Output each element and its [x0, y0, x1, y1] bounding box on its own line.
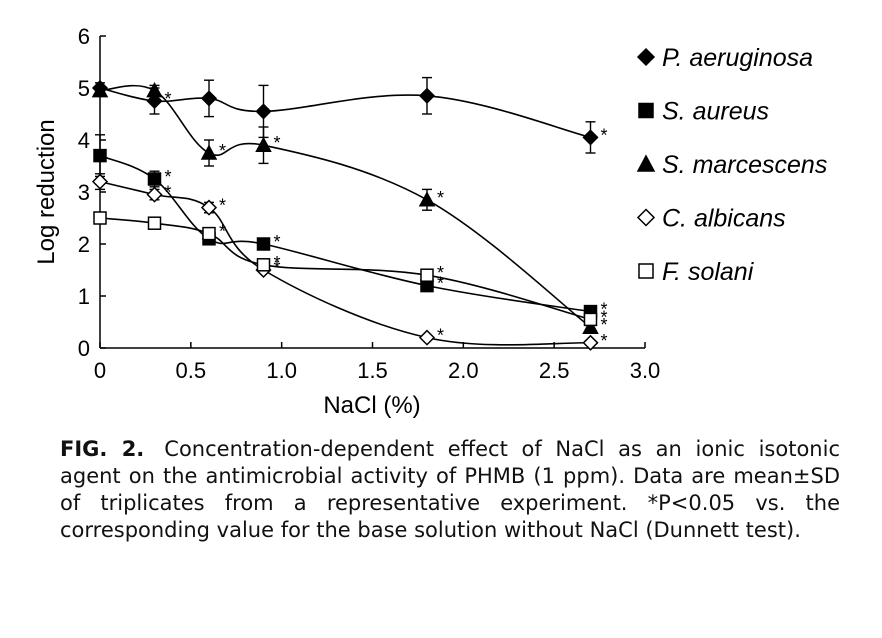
- series-line: [99, 180, 591, 346]
- data-point: [93, 211, 107, 225]
- data-point: [582, 334, 599, 351]
- data-point: [93, 148, 107, 163]
- legend-marker: [636, 154, 656, 172]
- y-tick-label: 4: [78, 128, 90, 153]
- legend-marker: [638, 263, 654, 279]
- significance-mark: *: [219, 196, 226, 216]
- significance-mark: *: [165, 167, 172, 187]
- data-point: [420, 268, 434, 282]
- significance-mark: *: [437, 274, 444, 294]
- significance-mark: *: [165, 89, 172, 109]
- significance-mark: *: [274, 253, 281, 273]
- x-tick-label: 2.0: [448, 358, 479, 383]
- legend-item-3: C. albicans: [636, 205, 786, 233]
- data-point: [255, 136, 272, 152]
- x-axis-label: NaCl (%): [323, 392, 420, 419]
- significance-mark: *: [437, 326, 444, 346]
- legend-label: S. aureus: [662, 98, 769, 126]
- series-line: [99, 217, 591, 321]
- significance-mark: *: [165, 183, 172, 203]
- legend-marker: [636, 47, 656, 67]
- significance-mark: *: [274, 133, 281, 153]
- figure-caption: FIG. 2. Concentration-dependent effect of…: [60, 436, 840, 544]
- significance-mark: *: [601, 315, 608, 335]
- y-axis-label: Log reduction: [33, 119, 60, 264]
- series-line: [99, 154, 591, 313]
- y-tick-label: 5: [78, 76, 90, 101]
- y-tick-label: 1: [78, 284, 90, 309]
- data-point: [582, 129, 599, 146]
- x-tick-label: 3.0: [630, 358, 661, 383]
- significance-mark: *: [601, 300, 608, 320]
- legend-label: C. albicans: [662, 205, 786, 233]
- series-line: [99, 84, 591, 328]
- data-point: [582, 318, 599, 334]
- significance-mark: *: [274, 258, 281, 278]
- data-point: [256, 237, 271, 251]
- series-4: ****: [93, 211, 608, 327]
- significance-mark: *: [219, 141, 226, 161]
- series-3: **** *: [91, 173, 608, 351]
- legend: P. aeruginosa S. aureus S. marcescens C. al…: [636, 44, 827, 286]
- significance-mark: *: [601, 307, 608, 327]
- data-point: [200, 199, 218, 216]
- y-tick-label: 0: [78, 336, 90, 361]
- data-point: [583, 312, 598, 327]
- data-point: [255, 103, 272, 120]
- data-point: [147, 216, 162, 230]
- legend-marker: [636, 208, 656, 227]
- legend-item-0: P. aeruginosa: [636, 44, 813, 72]
- axes: 0 1 2 3 4 5 6 0 0.5 1.0 1.5 2.0 2.5 3.0: [78, 24, 661, 383]
- data-point: [147, 172, 162, 186]
- significance-mark: *: [601, 331, 608, 351]
- data-point: [200, 90, 218, 107]
- y-tick-label: 3: [78, 180, 90, 205]
- series-line: [99, 87, 591, 139]
- data-point: [418, 191, 436, 207]
- caption-text: Concentration-dependent effect of NaCl a…: [60, 437, 840, 542]
- data-point: [256, 258, 271, 272]
- legend-label: F. solani: [662, 258, 755, 286]
- data-point: [202, 226, 216, 241]
- data-point: [418, 329, 436, 346]
- legend-item-1: S. aureus: [638, 98, 769, 126]
- data-point: [200, 144, 218, 160]
- series-0: **: [91, 76, 608, 154]
- data-point: [146, 82, 163, 98]
- legend-label: S. marcescens: [662, 151, 827, 179]
- x-tick-label: 1.0: [266, 358, 297, 383]
- legend-item-4: F. solani: [638, 258, 755, 286]
- significance-mark: *: [219, 222, 226, 242]
- data-point: [91, 82, 109, 98]
- y-tick-label: 2: [78, 232, 90, 257]
- plot-area: ******* ******* *****: [91, 76, 608, 351]
- legend-marker: [638, 102, 654, 119]
- significance-mark: *: [437, 263, 444, 283]
- data-point: [418, 87, 436, 104]
- x-tick-label: 2.5: [539, 358, 570, 383]
- x-tick-label: 0: [94, 358, 106, 383]
- data-point: [91, 173, 109, 190]
- y-tick-label: 6: [78, 24, 90, 49]
- significance-mark: *: [274, 232, 281, 252]
- data-point: [146, 186, 163, 203]
- significance-mark: *: [601, 125, 608, 145]
- series-1: ****: [93, 134, 608, 320]
- series-2: * ***: [91, 82, 608, 335]
- caption-label: FIG. 2.: [60, 437, 145, 461]
- legend-item-2: S. marcescens: [636, 151, 827, 179]
- x-tick-label: 1.5: [357, 358, 388, 383]
- x-tick-label: 0.5: [176, 358, 207, 383]
- legend-label: P. aeruginosa: [662, 44, 813, 72]
- significance-mark: *: [437, 188, 444, 208]
- data-point: [146, 92, 163, 110]
